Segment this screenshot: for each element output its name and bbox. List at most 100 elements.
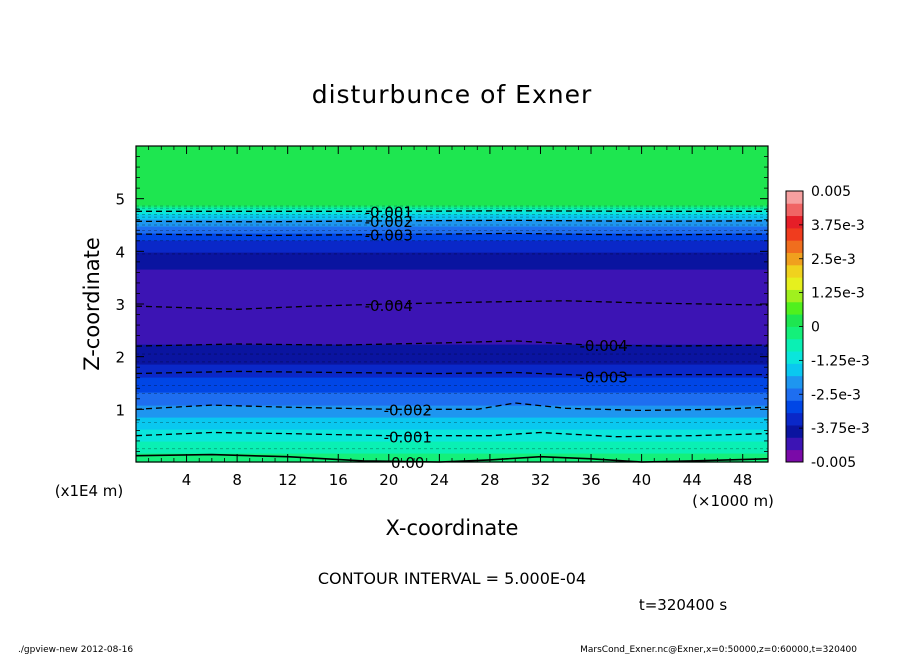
contour-band: [136, 431, 768, 433]
y-tick-label: 4: [115, 243, 125, 261]
colorbar-label: 1.25e-3: [811, 286, 865, 302]
contour-band: [136, 306, 768, 308]
contour-band: [136, 396, 768, 398]
contour-band: [136, 321, 768, 323]
contour-band: [136, 155, 768, 157]
contour-band: [136, 167, 768, 169]
contour-band: [136, 436, 768, 438]
x-unit-label: (×1000 m): [692, 492, 774, 510]
x-tick-label: 32: [531, 471, 550, 489]
contour-band: [136, 408, 768, 410]
colorbar-segment: [786, 425, 803, 438]
contour-band: [136, 179, 768, 181]
contour-band: [136, 294, 768, 296]
contour-band: [136, 266, 768, 268]
contour-band: [136, 318, 768, 320]
x-tick-label: 48: [733, 471, 752, 489]
contour-band: [136, 263, 768, 265]
colorbar-segment: [786, 412, 803, 426]
contour-band: [136, 151, 768, 153]
contour-band: [136, 270, 768, 272]
contour-band: [136, 326, 768, 328]
contour-label: -0.002: [365, 213, 413, 231]
contour-band: [136, 338, 768, 340]
colorbar: 0.005 3.75e-3 2.5e-3 1.25e-3 0 -1.25e-3 -2.5e-…: [785, 184, 870, 471]
contour-band: [136, 242, 768, 244]
contour-band: [136, 191, 768, 193]
contour-band: [136, 353, 768, 355]
contour-band: [136, 258, 768, 260]
contour-band: [136, 204, 768, 206]
colorbar-segment: [786, 191, 803, 204]
contour-band: [136, 333, 768, 335]
contour-band: [136, 365, 768, 367]
contour-band: [136, 236, 768, 238]
contour-band: [136, 401, 768, 403]
contour-band: [136, 235, 768, 237]
contour-band: [136, 440, 768, 442]
contour-band: [136, 296, 768, 298]
contour-band: [136, 457, 768, 459]
contour-band: [136, 295, 768, 297]
contour-band: [136, 189, 768, 191]
contour-band: [136, 264, 768, 266]
contour-band: [136, 262, 768, 264]
x-tick-label: 8: [232, 471, 242, 489]
contour-band: [136, 214, 768, 216]
contour-band: [136, 400, 768, 402]
contour-band: [136, 199, 768, 201]
contour-band: [136, 433, 768, 435]
contour-band: [136, 164, 768, 166]
contour-band: [136, 444, 768, 446]
y-tick-label: 5: [115, 191, 125, 209]
contour-band: [136, 171, 768, 173]
contour-band: [136, 178, 768, 180]
contour-band: [136, 150, 768, 152]
contour-band: [136, 312, 768, 314]
contour-band: [136, 329, 768, 331]
contour-band: [136, 316, 768, 318]
contour-band: [136, 154, 768, 156]
contour-band: [136, 305, 768, 307]
colorbar-segment: [786, 437, 803, 451]
contour-band: [136, 391, 768, 393]
contour-band: [136, 334, 768, 336]
contour-band: [136, 386, 768, 388]
contour-band: [136, 373, 768, 375]
contour-band: [136, 328, 768, 330]
contour-band: [136, 188, 768, 190]
contour-band: [136, 432, 768, 434]
contour-line: [135, 402, 769, 412]
contour-band: [136, 267, 768, 269]
contour-band: [136, 392, 768, 394]
contour-band: [136, 363, 768, 365]
contour-band: [136, 261, 768, 263]
contour-band: [136, 303, 768, 305]
contour-band: [136, 351, 768, 353]
contour-label: -0.001: [365, 203, 413, 221]
y-tick-labels: 1 2 3 4 5: [115, 191, 125, 420]
contour-label: 0.00: [391, 454, 424, 472]
contour-band: [136, 187, 768, 189]
contour-band: [136, 307, 768, 309]
contour-band: [136, 269, 768, 271]
contour-band: [136, 322, 768, 324]
contour-band: [136, 301, 768, 303]
contour-band: [136, 430, 768, 432]
colorbar-segment: [786, 203, 803, 217]
contour-band: [136, 336, 768, 338]
contour-band: [136, 195, 768, 197]
contour-band: [136, 250, 768, 252]
contour-label: -0.001: [384, 429, 432, 447]
contour-band: [136, 291, 768, 293]
x-tick-label: 4: [182, 471, 192, 489]
contour-band: [136, 285, 768, 287]
contour-band: [136, 241, 768, 243]
contour-band: [136, 416, 768, 418]
contour-band: [136, 453, 768, 455]
contour-band: [136, 427, 768, 429]
contour-band: [136, 352, 768, 354]
contour-band: [136, 382, 768, 384]
colorbar-segment: [786, 363, 803, 377]
contour-band: [136, 299, 768, 301]
